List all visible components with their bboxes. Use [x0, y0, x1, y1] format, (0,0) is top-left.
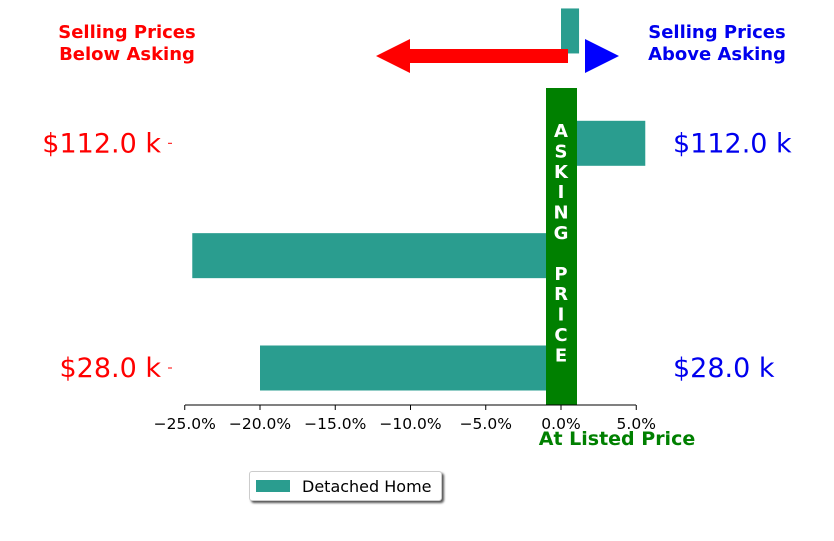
arrow-left-icon — [376, 39, 568, 73]
y-ticks-right: $28.0 k$112.0 k$280.0 k — [673, 128, 792, 384]
legend: Detached Home — [249, 471, 442, 501]
legend-swatch — [256, 480, 290, 492]
header-right-line1: Selling Prices — [648, 22, 785, 43]
x-tick-label: −20.0% — [229, 415, 291, 433]
band-letter: K — [554, 162, 569, 183]
band-letter: N — [553, 203, 568, 224]
header-left: Selling Prices Below Asking — [58, 22, 195, 65]
header-right: Selling Prices Above Asking — [648, 22, 786, 65]
center-label: At Listed Price — [539, 428, 695, 450]
band-letter: I — [558, 182, 565, 203]
x-tick-label: 5.0% — [617, 415, 656, 433]
header-left-line2: Below Asking — [59, 44, 195, 65]
y-ticks-left: $28.0 k$112.0 k$280.0 k — [42, 128, 172, 384]
y-tick-label-left: $112.0 k — [42, 128, 161, 159]
x-tick-label: −25.0% — [154, 415, 216, 433]
band-letter: I — [558, 305, 565, 326]
x-tick-label: 0.0% — [541, 415, 580, 433]
y-tick-label-right: $112.0 k — [673, 128, 792, 159]
x-tick-label: −15.0% — [304, 415, 366, 433]
bar — [260, 345, 561, 391]
band-letter: P — [554, 264, 567, 285]
band-letter: R — [554, 284, 568, 305]
legend-label: Detached Home — [302, 476, 432, 496]
y-tick-label-left: $28.0 k — [59, 353, 161, 384]
band-letter: G — [554, 223, 569, 244]
band-letter: C — [554, 325, 567, 346]
bar — [561, 8, 580, 54]
x-axis: −25.0% −20.0% −15.0% −10.0% −5.0% 0.0% 5.0% — [154, 404, 656, 433]
arrow-right-icon — [585, 39, 619, 73]
band-letter: E — [555, 345, 567, 366]
y-tick-label-right: $28.0 k — [673, 353, 775, 384]
band-letter: A — [554, 121, 568, 142]
x-tick-label: −5.0% — [460, 415, 512, 433]
bar — [192, 233, 561, 279]
header-right-line2: Above Asking — [648, 44, 786, 65]
x-tick-label: −10.0% — [379, 415, 441, 433]
bars-group — [192, 8, 646, 391]
header-left-line1: Selling Prices — [58, 22, 195, 43]
band-letter: S — [555, 141, 568, 162]
asking-price-band — [546, 88, 577, 405]
